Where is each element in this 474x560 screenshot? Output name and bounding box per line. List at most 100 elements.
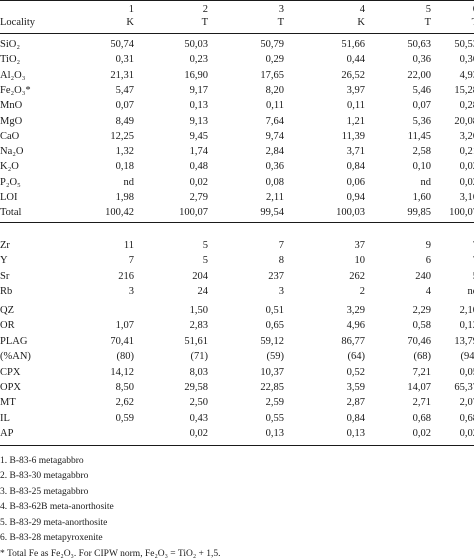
- locality-1: K: [126, 16, 134, 30]
- oxide-row-value-6: 0,21: [460, 145, 474, 159]
- oxide-row-value-2: 9,45: [190, 130, 208, 144]
- norm-row-value-5: 70,46: [407, 335, 431, 349]
- norm-row-label: QZ: [0, 304, 14, 318]
- total-row-value-1: 100,42: [105, 206, 134, 220]
- oxide-row-value-6: 3,26: [460, 130, 474, 144]
- oxide-row-value-5: 1,60: [413, 191, 431, 205]
- trace-row-value-2: 5: [203, 239, 208, 253]
- oxide-row-value-1: 0,18: [116, 160, 134, 174]
- oxide-row-value-2: 0,02: [190, 176, 208, 190]
- norm-row-value-3: 2,59: [266, 396, 284, 410]
- norm-row-value-6: 0,68: [460, 412, 474, 426]
- norm-row-value-1: (80): [117, 350, 135, 364]
- total-rule: [0, 222, 474, 223]
- total-row-label: Total: [0, 206, 21, 220]
- norm-row-value-6: 13,79: [454, 335, 474, 349]
- footnote-1: 1. B-83-6 metagabbro: [0, 455, 84, 467]
- footnote-2: 2. B-83-30 metagabbro: [0, 470, 88, 482]
- norm-row-value-5: 0,58: [413, 319, 431, 333]
- oxide-row-value-1: 5,47: [116, 84, 134, 98]
- norm-row-value-3: 22,85: [260, 381, 284, 395]
- col-number-1: 1: [129, 3, 134, 17]
- locality-2: T: [202, 16, 208, 30]
- norm-row-label: OR: [0, 319, 15, 333]
- oxide-row-label: K₂O: [0, 160, 19, 174]
- oxide-row-value-2: 16,90: [184, 69, 208, 83]
- oxide-row-value-5: 5,36: [413, 115, 431, 129]
- oxide-row-label: Na₂O: [0, 145, 24, 159]
- norm-row: IL0,590,430,550,840,680,68: [0, 412, 474, 426]
- oxide-row-value-3: 9,74: [266, 130, 284, 144]
- col-number-2: 2: [203, 3, 208, 17]
- oxide-row-label: P₂O₅: [0, 176, 21, 190]
- norm-row-value-1: 8,50: [116, 381, 134, 395]
- norm-row-value-3: (59): [267, 350, 285, 364]
- norm-row-value-3: 0,13: [266, 427, 284, 441]
- locality-label: Locality: [0, 16, 35, 30]
- norm-row: QZ1,500,513,292,292,10: [0, 304, 474, 318]
- norm-row-value-2: 0,43: [190, 412, 208, 426]
- norm-row-value-3: 59,12: [260, 335, 284, 349]
- oxide-row-value-3: 0,29: [266, 53, 284, 67]
- footnote-6: 6. B-83-28 metapyroxenite: [0, 532, 103, 544]
- norm-row-value-4: 86,77: [341, 335, 365, 349]
- norm-row-value-2: 8,03: [190, 366, 208, 380]
- norm-row-value-6: (94): [461, 350, 474, 364]
- footnote-3: 3. B-83-25 metagabbro: [0, 486, 88, 498]
- oxide-row-value-6: 50,53: [454, 38, 474, 52]
- oxide-row-value-1: 1,32: [116, 145, 134, 159]
- trace-row-value-6: nd: [468, 285, 474, 299]
- norm-row: OR1,072,830,654,960,580,12: [0, 319, 474, 333]
- oxide-row-value-1: 1,98: [116, 191, 134, 205]
- oxide-row-value-6: 0,36: [460, 53, 474, 67]
- trace-row-value-1: 3: [129, 285, 134, 299]
- oxide-row-value-4: 0,84: [347, 160, 365, 174]
- oxide-row-value-4: 3,71: [347, 145, 365, 159]
- norm-row-value-4: 3,59: [347, 381, 365, 395]
- trace-row: Sr2162042372622405: [0, 270, 474, 284]
- trace-row-value-3: 3: [279, 285, 284, 299]
- locality-5: T: [425, 16, 431, 30]
- oxide-row-value-3: 0,08: [266, 176, 284, 190]
- locality-row: Locality K T T K T T: [0, 16, 474, 30]
- norm-row-value-5: 2,71: [413, 396, 431, 410]
- norm-row-label: AP: [0, 427, 13, 441]
- trace-row-value-4: 262: [349, 270, 365, 284]
- norm-row-value-1: 14,12: [110, 366, 134, 380]
- oxide-row-value-4: 0,94: [347, 191, 365, 205]
- norm-row-value-4: 3,29: [347, 304, 365, 318]
- trace-row-value-1: 7: [129, 254, 134, 268]
- oxide-row-value-4: 0,06: [347, 176, 365, 190]
- oxide-row-value-5: 0,10: [413, 160, 431, 174]
- norm-row-value-4: 0,52: [347, 366, 365, 380]
- total-row-value-5: 99,85: [407, 206, 431, 220]
- norm-row-value-3: 0,51: [266, 304, 284, 318]
- trace-row-label: Sr: [0, 270, 9, 284]
- norm-row-label: OPX: [0, 381, 21, 395]
- norm-row: (%AN)(80)(71)(59)(64)(68)(94): [0, 350, 474, 364]
- oxide-row-value-6: 0,28: [460, 99, 474, 113]
- oxide-row-value-5: 5,46: [413, 84, 431, 98]
- oxide-row-value-2: 0,23: [190, 53, 208, 67]
- trace-row: Zr11573797: [0, 239, 474, 253]
- oxide-row-value-1: 8,49: [116, 115, 134, 129]
- norm-row-value-2: 29,58: [184, 381, 208, 395]
- oxide-row-value-3: 0,11: [266, 99, 284, 113]
- oxide-row-value-2: 2,79: [190, 191, 208, 205]
- footnote-5: 5. B-83-29 meta-anorthosite: [0, 517, 107, 529]
- norm-row-value-6: 65,37: [454, 381, 474, 395]
- oxide-row-value-5: 50,63: [407, 38, 431, 52]
- norm-row-value-6: 2,07: [460, 396, 474, 410]
- locality-4: K: [357, 16, 365, 30]
- norm-row-value-6: 0,05: [460, 366, 474, 380]
- table-bottom-rule: [0, 445, 474, 446]
- oxide-row-value-3: 2,84: [266, 145, 284, 159]
- norm-row-value-5: (68): [414, 350, 432, 364]
- norm-row-value-5: 0,02: [413, 427, 431, 441]
